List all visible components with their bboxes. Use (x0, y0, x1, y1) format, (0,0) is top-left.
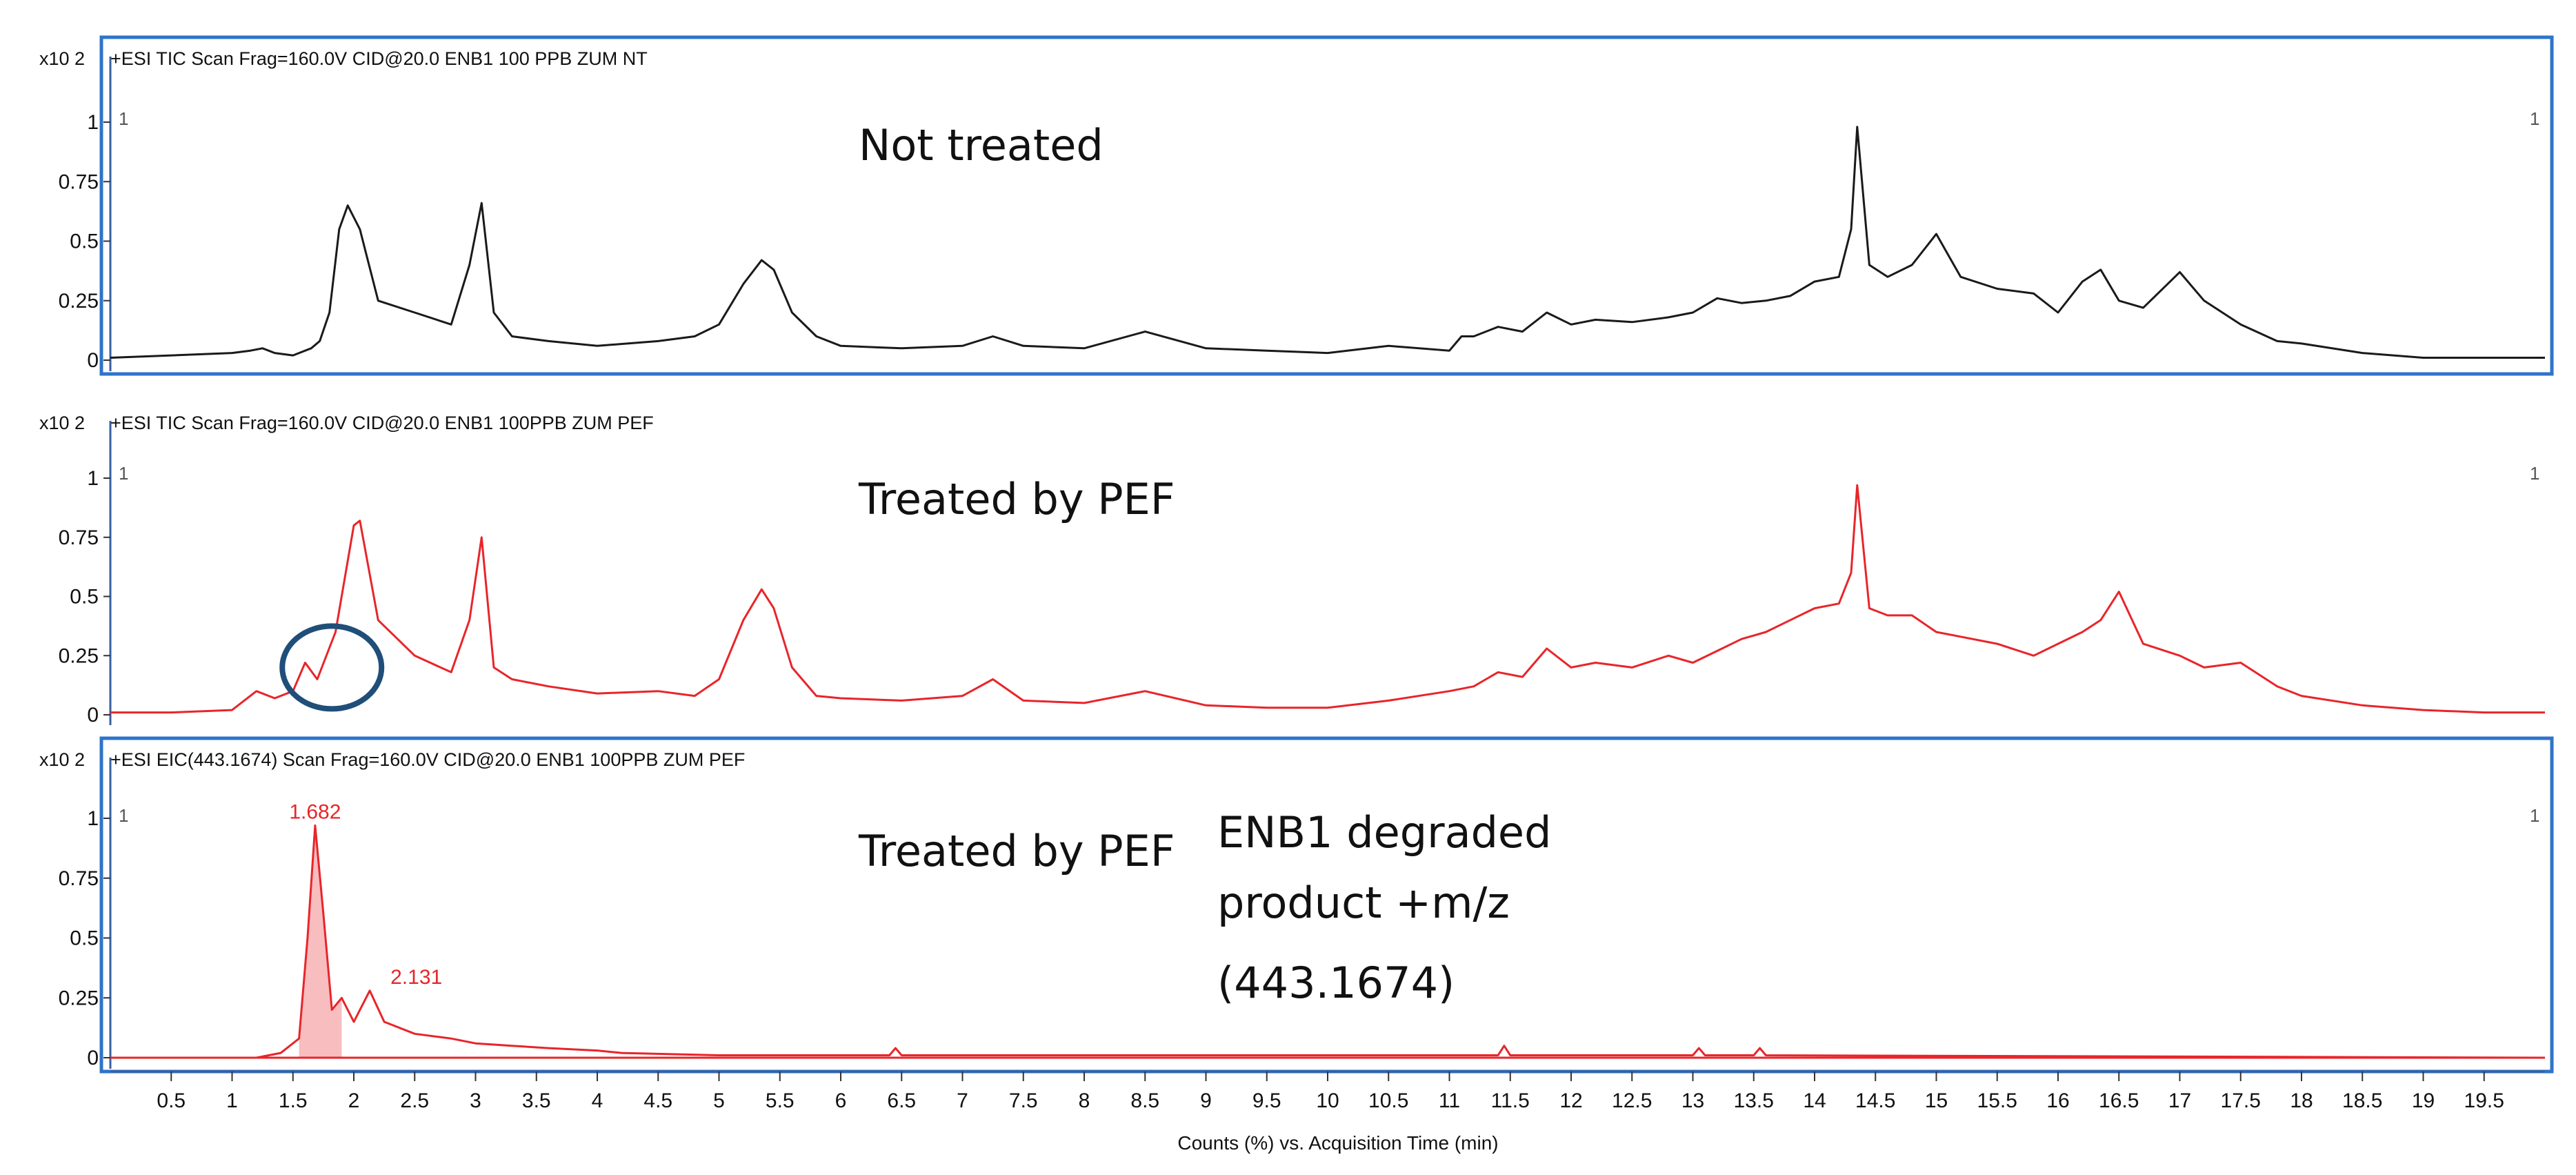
x-tick-label: 1 (226, 1089, 238, 1112)
x-tick-label: 8.5 (1130, 1089, 1159, 1112)
y-tick-label: 0.5 (70, 927, 99, 950)
peak-label: 1.682 (289, 800, 341, 823)
x-tick-label: 7 (957, 1089, 968, 1112)
x-tick-label: 2 (348, 1089, 360, 1112)
annotation-line-3: (443.1674) (1217, 958, 1455, 1008)
panel-annotation: Treated by PEF (858, 826, 1175, 876)
x-tick-label: 12 (1559, 1089, 1582, 1112)
x-tick-label: 18 (2290, 1089, 2313, 1112)
x-tick-label: 9 (1200, 1089, 1212, 1112)
y-tick-label: 0 (87, 1047, 99, 1069)
x-tick-label: 17 (2168, 1089, 2191, 1112)
x-tick-label: 13.5 (1734, 1089, 1774, 1112)
panel-title: +ESI TIC Scan Frag=160.0V CID@20.0 ENB1 … (110, 413, 654, 433)
x-tick-label: 14.5 (1855, 1089, 1895, 1112)
highlight-circle (279, 623, 385, 712)
x-tick-label: 9.5 (1252, 1089, 1281, 1112)
y-scale-label: x10 2 (39, 413, 85, 433)
chart-panel-2: x10 2 +ESI TIC Scan Frag=160.0V CID@20.0 … (39, 402, 2552, 728)
x-tick-label: 16 (2046, 1089, 2069, 1112)
y-tick-label: 0.75 (59, 526, 99, 549)
x-tick-label: 18.5 (2342, 1089, 2382, 1112)
y-scale-label: x10 2 (39, 749, 85, 770)
series-line (110, 484, 2545, 714)
y-tick-label: 0 (87, 349, 99, 372)
panel-title: +ESI TIC Scan Frag=160.0V CID@20.0 ENB1 … (110, 48, 648, 69)
y-tick-label: 0.5 (70, 230, 99, 253)
x-tick-label: 13 (1681, 1089, 1704, 1112)
x-tick-label: 11.5 (1491, 1089, 1530, 1112)
x-tick-label: 4 (592, 1089, 603, 1112)
x-tick-label: 4.5 (643, 1089, 672, 1112)
peak-area (299, 825, 342, 1058)
chart-panel-3: x10 2 +ESI EIC(443.1674) Scan Frag=160.0V… (39, 736, 2554, 1074)
series-line (110, 824, 2546, 1059)
x-tick-label: 6.5 (887, 1089, 916, 1112)
x-tick-label: 19 (2412, 1089, 2435, 1112)
x-tick-label: 19.5 (2464, 1089, 2504, 1112)
series-line (110, 126, 2545, 359)
x-tick-label: 8 (1079, 1089, 1090, 1112)
y-tick-label: 0.25 (59, 987, 99, 1009)
panel-annotation: Not treated (859, 120, 1104, 170)
corner-label-right: 1 (2530, 805, 2539, 826)
corner-label-left: 1 (119, 805, 128, 826)
x-tick-label: 3.5 (522, 1089, 551, 1112)
panel-annotation: Treated by PEF (858, 474, 1175, 524)
x-tick-label: 3 (470, 1089, 481, 1112)
x-tick-label: 10 (1316, 1089, 1339, 1112)
corner-label-left: 1 (119, 108, 128, 129)
x-tick-label: 5 (713, 1089, 725, 1112)
y-tick-label: 0.25 (59, 290, 99, 313)
panel-frame (99, 35, 2554, 376)
x-tick-label: 1.5 (279, 1089, 308, 1112)
x-tick-label: 5.5 (766, 1089, 795, 1112)
y-tick-label: 0.25 (59, 644, 99, 667)
y-tick-label: 0.75 (59, 867, 99, 890)
x-tick-label: 15.5 (1977, 1089, 2017, 1112)
x-tick-label: 7.5 (1009, 1089, 1038, 1112)
x-tick-label: 11 (1439, 1089, 1460, 1112)
x-axis: 0.5 1 1.5 2 2.5 3 3.5 4 4.5 5 5.5 6 6.5 7 7.5 8 8.5 9 9.5 1… (110, 1070, 2545, 1112)
x-axis-title: Counts (%) vs. Acquisition Time (min) (1177, 1132, 1498, 1154)
chart-panel-1: x10 2 +ESI TIC Scan Frag=160.0V CID@20.0 … (39, 35, 2554, 376)
y-tick-label: 1 (87, 807, 99, 830)
chromatogram-panels: x10 2 +ESI TIC Scan Frag=160.0V CID@20.0 … (39, 35, 2554, 1074)
x-tick-label: 14 (1803, 1089, 1826, 1112)
corner-label-left: 1 (119, 463, 128, 484)
y-tick-label: 0 (87, 704, 99, 727)
panel-title: +ESI EIC(443.1674) Scan Frag=160.0V CID@… (110, 749, 745, 770)
y-tick-label: 1 (87, 111, 99, 134)
x-tick-label: 15 (1925, 1089, 1948, 1112)
corner-label-right: 1 (2530, 108, 2539, 129)
y-tick-label: 0.75 (59, 170, 99, 193)
annotation-line-2: product +m/z (1217, 878, 1510, 928)
x-tick-label: 0.5 (157, 1089, 186, 1112)
x-tick-label: 10.5 (1368, 1089, 1408, 1112)
peak-label: 2.131 (390, 966, 442, 989)
panel-frame (101, 402, 2552, 728)
x-tick-label: 16.5 (2099, 1089, 2139, 1112)
annotation-line-1: ENB1 degraded (1217, 807, 1551, 858)
x-tick-label: 2.5 (400, 1089, 429, 1112)
y-scale-label: x10 2 (39, 48, 85, 69)
y-tick-label: 0.5 (70, 586, 99, 609)
corner-label-right: 1 (2530, 463, 2539, 484)
y-tick-label: 1 (87, 467, 99, 490)
x-tick-label: 12.5 (1612, 1089, 1652, 1112)
x-tick-label: 17.5 (2221, 1089, 2261, 1112)
x-tick-label: 6 (835, 1089, 847, 1112)
